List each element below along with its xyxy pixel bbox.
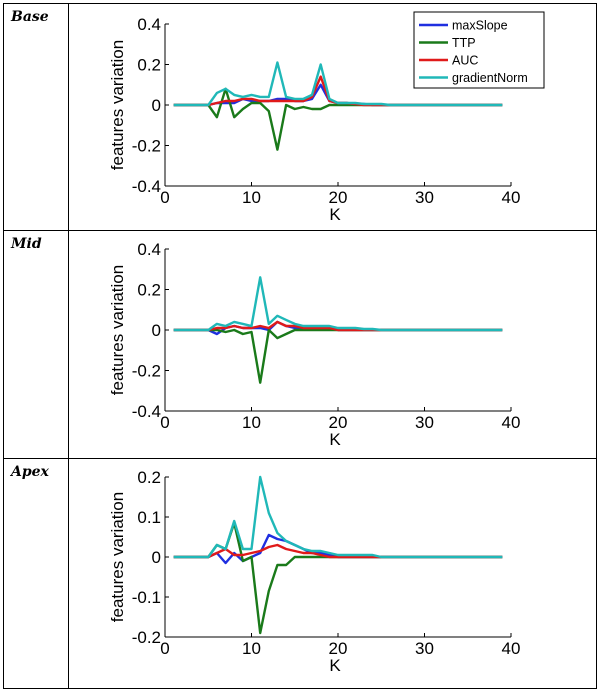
x-tick-label: 0 [160,188,169,207]
y-tick-label: 0.2 [137,281,161,300]
y-tick-label: 0.2 [137,468,161,487]
x-tick-label: 30 [415,188,434,207]
x-tick-label: 0 [160,639,169,658]
series-line-gradientNorm [173,475,503,558]
legend-label-TTP: TTP [452,36,476,50]
y-tick-label: -0.2 [132,362,161,381]
legend-label-AUC: AUC [452,54,478,68]
series-line-gradientNorm [173,61,503,107]
y-axis-title: features variation [108,491,127,621]
legend-label-gradientNorm: gradientNorm [452,71,528,85]
legend-label-maxSlope: maxSlope [452,19,508,33]
series-line-gradientNorm [173,276,503,332]
y-tick-label: 0 [152,548,161,567]
x-tick-label: 40 [502,639,521,658]
panel-label-cell-mid: Mid [3,230,69,459]
x-tick-label: 20 [329,188,348,207]
y-tick-label: 0.1 [137,508,161,527]
y-tick-label: -0.2 [132,628,161,647]
series-line-TTP [173,329,503,385]
y-tick-label: 0 [152,321,161,340]
x-axis-title: K [329,205,341,224]
y-tick-label: 0 [152,96,161,115]
panel-label-apex: Apex [11,463,49,480]
series-line-TTP [173,87,503,151]
y-tick-label: -0.2 [132,137,161,156]
x-tick-label: 10 [242,188,261,207]
y-tick-label: 0.2 [137,56,161,75]
y-axis-title: features variation [108,265,127,395]
x-tick-label: 20 [329,413,348,432]
x-axis-title: K [329,430,341,449]
y-tick-label: -0.4 [132,177,161,196]
y-tick-label: -0.1 [132,588,161,607]
y-tick-label: 0.4 [137,15,161,34]
panel-label-mid: Mid [11,236,42,253]
panel-label-base: Base [11,9,49,25]
y-axis-title: features variation [108,40,127,170]
y-tick-label: -0.4 [132,402,161,421]
x-axis-title: K [329,656,341,675]
x-tick-label: 0 [160,413,169,432]
panel-label-cell-apex: Apex [3,457,69,690]
x-tick-label: 30 [415,413,434,432]
x-tick-label: 30 [415,639,434,658]
x-tick-label: 10 [242,639,261,658]
series-line-TTP [173,521,503,634]
panel-label-cell-base: Base [3,2,69,232]
x-tick-label: 40 [502,188,521,207]
x-tick-label: 40 [502,413,521,432]
x-tick-label: 10 [242,413,261,432]
y-tick-label: 0.4 [137,240,161,259]
x-tick-label: 20 [329,639,348,658]
